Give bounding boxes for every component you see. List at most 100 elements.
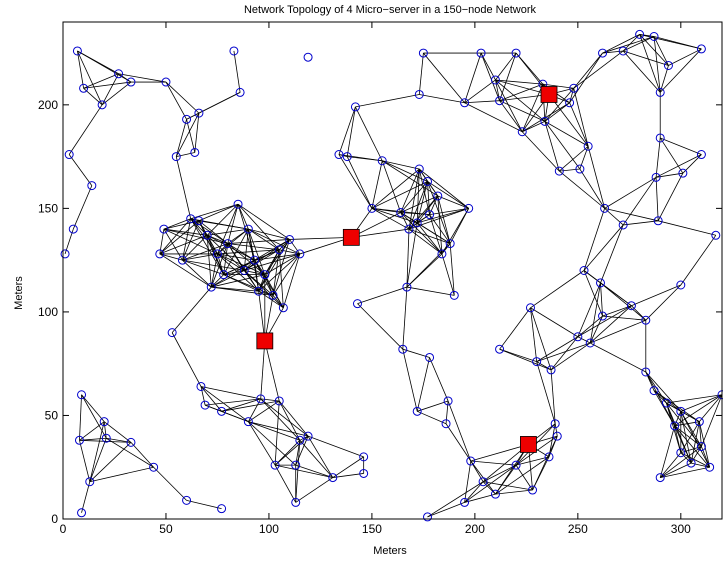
network-link xyxy=(544,121,589,147)
y-tick-label: 50 xyxy=(45,408,59,422)
network-link xyxy=(554,423,558,437)
sensor-node xyxy=(101,433,111,443)
sensor-node xyxy=(295,435,305,445)
sensor-node xyxy=(414,164,424,174)
network-link xyxy=(272,239,290,296)
network-link xyxy=(427,502,465,518)
network-link xyxy=(408,228,451,244)
network-link xyxy=(103,421,132,443)
network-link xyxy=(338,154,373,209)
network-link xyxy=(307,435,334,478)
network-link xyxy=(464,79,496,104)
network-link xyxy=(254,260,260,292)
sensor-node xyxy=(260,270,270,280)
sensor-node xyxy=(202,230,212,240)
network-link xyxy=(499,83,543,102)
network-link xyxy=(182,218,192,261)
network-link xyxy=(274,464,297,503)
network-link xyxy=(499,348,552,371)
sensor-node xyxy=(334,150,344,160)
sensor-node xyxy=(655,87,665,97)
sensor-node xyxy=(200,400,210,410)
network-link xyxy=(655,137,661,178)
x-tick-label: 250 xyxy=(568,522,588,536)
sensor-node xyxy=(217,504,227,514)
sensor-node xyxy=(661,398,671,408)
sensor-node xyxy=(274,245,284,255)
links-layer xyxy=(64,34,723,518)
network-link xyxy=(658,220,716,236)
network-link xyxy=(449,208,470,244)
network-link xyxy=(346,156,373,209)
network-link xyxy=(668,48,702,66)
network-link xyxy=(590,342,646,373)
network-link xyxy=(623,220,659,226)
sensor-node xyxy=(696,150,706,160)
network-link xyxy=(332,456,364,478)
sensor-node xyxy=(525,303,535,313)
network-link xyxy=(550,336,579,371)
network-link xyxy=(89,466,154,483)
network-link xyxy=(602,305,632,317)
sensor-node xyxy=(433,191,443,201)
sensor-node xyxy=(398,344,408,354)
network-link xyxy=(198,203,239,222)
network-link xyxy=(289,236,352,240)
network-link xyxy=(186,499,222,510)
network-link xyxy=(381,160,402,213)
network-link xyxy=(587,146,606,209)
sensor-node xyxy=(552,431,562,441)
network-link xyxy=(515,464,533,491)
sensor-node xyxy=(511,460,521,470)
network-link xyxy=(260,398,309,437)
network-link xyxy=(408,222,418,230)
sensor-node xyxy=(425,352,435,362)
network-link xyxy=(81,394,105,422)
network-link xyxy=(237,203,290,240)
network-link xyxy=(355,94,420,108)
sensor-node xyxy=(149,462,159,472)
network-link xyxy=(573,52,603,89)
network-link xyxy=(210,243,229,288)
network-link xyxy=(600,224,624,284)
sensor-node xyxy=(651,172,661,182)
sensor-node xyxy=(441,419,451,429)
network-link xyxy=(416,222,443,255)
sensor-node xyxy=(565,98,575,108)
network-link xyxy=(604,176,657,209)
network-link xyxy=(532,435,558,491)
network-link xyxy=(680,235,717,286)
network-link xyxy=(247,228,266,275)
sensor-node xyxy=(235,87,245,97)
network-link xyxy=(449,243,455,296)
network-link xyxy=(118,73,167,83)
network-link xyxy=(542,83,574,89)
network-link xyxy=(680,410,700,423)
sensor-node xyxy=(190,147,200,157)
network-link xyxy=(165,81,200,114)
sensor-node xyxy=(649,31,659,41)
network-link xyxy=(622,177,657,226)
network-link xyxy=(244,249,280,271)
network-link xyxy=(210,253,218,288)
network-link xyxy=(417,400,449,412)
sensor-node xyxy=(554,166,564,176)
network-link xyxy=(674,425,682,453)
sensor-node xyxy=(159,224,169,234)
network-link xyxy=(602,50,624,54)
network-link xyxy=(445,423,472,462)
network-link xyxy=(464,102,523,133)
network-link xyxy=(482,464,517,483)
sensor-node xyxy=(414,89,424,99)
x-tick-label: 0 xyxy=(60,522,67,536)
network-link xyxy=(577,336,591,344)
x-tick-label: 50 xyxy=(159,522,173,536)
network-link xyxy=(416,357,430,412)
sensor-node xyxy=(352,299,362,309)
network-link xyxy=(659,425,676,478)
network-link xyxy=(272,249,280,296)
network-link xyxy=(622,36,655,52)
x-axis-label: Meters xyxy=(373,545,407,557)
network-link xyxy=(623,50,669,66)
sensor-node xyxy=(402,282,412,292)
